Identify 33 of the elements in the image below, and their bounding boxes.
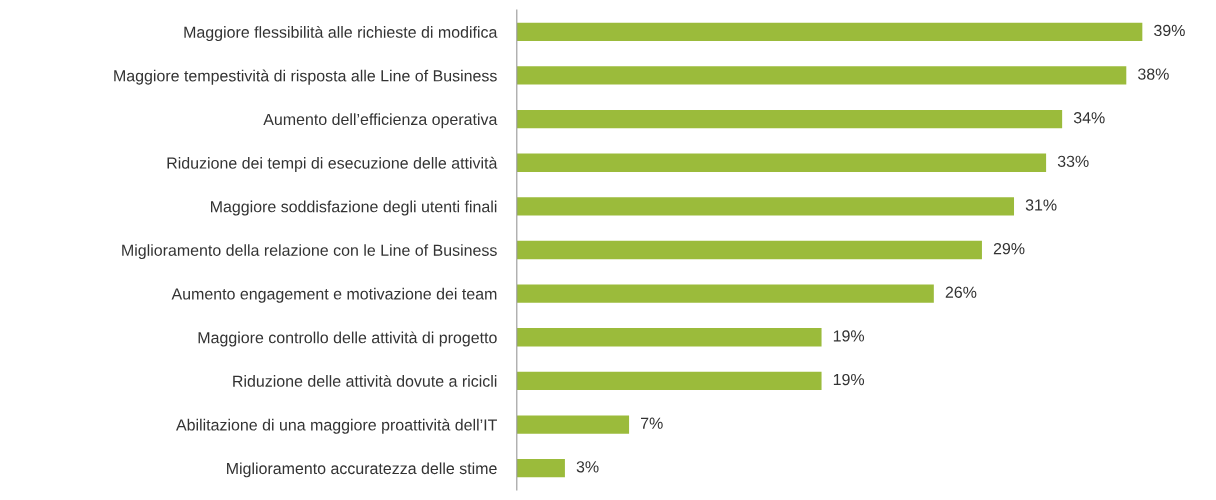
data-label: 3% [576, 461, 599, 473]
bar [516, 109, 1063, 129]
y-tick-label: Riduzione delle attività dovute a ricicli [233, 374, 497, 387]
y-tick-label: Maggiore flessibilità alle richieste di modifica [184, 25, 498, 42]
y-tick-label: Miglioramento accuratezza delle stime [227, 462, 497, 478]
y-tick-label: Maggiore soddisfazione degli utenti finali [211, 200, 497, 216]
data-label: 38% [1138, 68, 1169, 80]
y-tick-label: Riduzione dei tempi di esecuzione delle attività [167, 156, 498, 172]
data-label: 26% [945, 286, 977, 298]
bar [516, 153, 1047, 172]
y-tick-label: Miglioramento della relazione con le Line of Business [122, 244, 497, 260]
y-tick-label: Aumento engagement e motivazione dei team [171, 287, 497, 303]
y-tick-label: Maggiore tempestività di risposta alle Line of Business [114, 69, 497, 85]
bar [516, 415, 630, 434]
bar [516, 459, 565, 478]
y-tick-label: Aumento dell’efficienza operativa [263, 113, 498, 129]
bar [516, 22, 1143, 41]
y-tick-label: Abilitazione di una maggiore proattività dell’IT [176, 418, 498, 434]
data-label: 19% [833, 330, 865, 342]
data-label: 34% [1073, 112, 1105, 124]
bar [516, 197, 1015, 216]
bar [516, 284, 934, 303]
data-label: 7% [641, 417, 663, 429]
data-label: 33% [1057, 155, 1089, 168]
data-label: 19% [833, 373, 865, 386]
bar [516, 371, 822, 391]
data-label: 39% [1154, 24, 1185, 37]
y-tick-label: Maggiore controllo delle attività di progetto [198, 331, 497, 347]
data-label: 29% [993, 242, 1025, 255]
bar [516, 328, 822, 347]
bar [516, 66, 1127, 85]
bar [516, 240, 982, 260]
data-label: 31% [1025, 199, 1057, 211]
